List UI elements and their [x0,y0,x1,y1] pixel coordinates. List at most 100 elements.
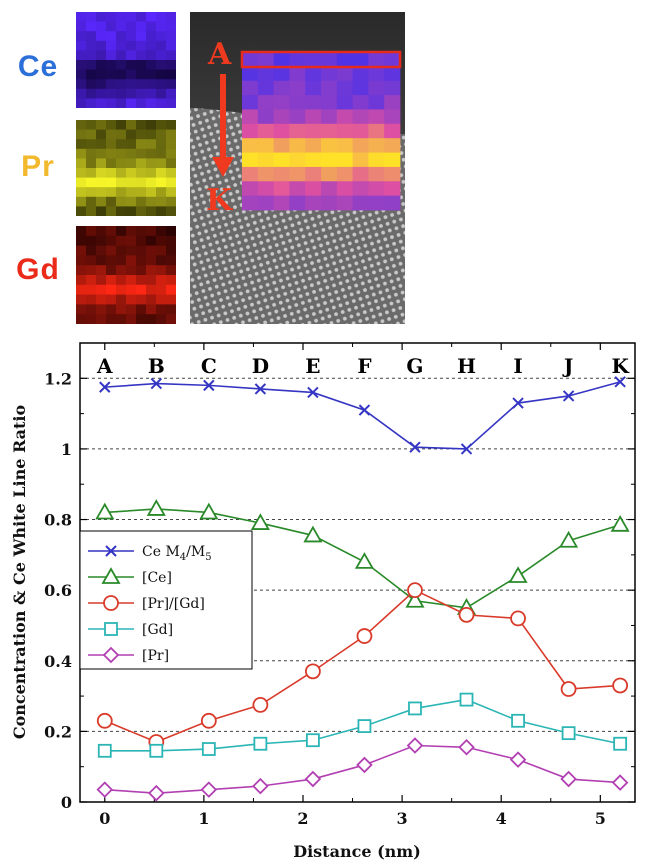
legend-label: [Pr]/[Gd] [142,596,205,612]
data-point [201,742,216,756]
data-point [458,606,475,623]
series-layer [95,376,630,802]
position-label-h: H [457,354,476,378]
position-label-d: D [252,354,269,378]
data-point [306,733,320,748]
position-label-c: C [201,354,217,378]
x-axis-label: Distance (nm) [293,842,421,861]
legend-marker [105,545,117,557]
haadf-stem-image: A K [190,12,405,324]
data-point [148,784,165,802]
data-point [509,751,527,768]
position-label-g: G [406,354,423,378]
data-point [560,681,577,697]
data-point [459,692,474,707]
legend-entry: [Gd] [88,622,173,638]
data-point [612,677,629,694]
gd-elemental-map [76,226,176,324]
data-point [307,386,319,399]
data-point [199,502,219,520]
data-point [511,713,525,728]
data-point [408,701,422,716]
data-point [613,736,628,751]
data-point [252,777,269,795]
data-point [303,525,323,543]
data-point [358,404,371,416]
data-point [614,376,626,388]
eels-map-panel: Ce Pr Gd A K 5 nm [0,0,654,330]
legend-label: [Ce] [142,570,172,586]
y-tick-label: 0.8 [44,511,72,530]
data-point [200,712,217,729]
data-point [458,739,475,756]
ce-map-label: Ce [17,50,59,83]
y-tick-label: 0.6 [44,581,72,600]
data-point [254,383,267,395]
position-label-k: K [611,354,629,378]
position-label-f: F [357,354,371,378]
ce-elemental-map [76,12,176,108]
data-point [560,770,577,788]
pr-elemental-map [76,120,176,216]
legend-entry: Ce M4/M5 [88,544,212,563]
data-point [611,774,629,791]
data-point [356,628,373,644]
line-profile-window [240,50,402,69]
legend-entry: [Pr]/[Gd] [88,595,205,612]
data-point [305,663,321,680]
y-tick-label: 0.2 [44,722,72,741]
gd-map-label: Gd [16,253,60,286]
data-point [95,502,115,520]
position-label-e: E [305,354,320,378]
position-labels: A B C D E F G H I J K [96,354,629,378]
y-tick-label: 1 [61,440,72,459]
legend-marker [101,567,121,584]
series-2 [96,582,629,750]
legend-entry: [Pr] [88,646,169,664]
position-label-j: J [562,354,573,378]
data-point [203,379,215,392]
legend: Ce M4/M5 [Ce] [Pr]/[Gd] [Gd] [Pr] [79,530,253,670]
data-point [146,499,166,516]
arrow-end-label: K [206,183,233,218]
data-point [99,381,111,393]
position-label-i: I [513,354,522,378]
x-tick-label: 1 [198,809,209,828]
y-tick-label: 0 [61,793,72,812]
data-point [460,443,473,455]
y-axis-label: Concentration & Ce White Line Ratio [10,405,29,740]
series-3 [97,692,628,758]
data-point [200,781,218,798]
legend-marker [103,595,119,611]
data-point [97,743,112,758]
position-label-a: A [96,354,113,378]
axes: 0 0.2 0.4 0.6 0.8 1 1.2 0 1 2 3 4 5 [44,342,635,828]
data-point [354,552,374,569]
data-point [405,590,425,608]
data-point [561,726,576,741]
legend-label: [Pr] [142,648,169,664]
x-tick-label: 4 [496,809,507,828]
data-point [250,513,270,530]
cation-ratio-map [242,52,401,211]
data-point [406,737,424,754]
data-point [252,697,269,713]
data-point [356,756,373,774]
series-4 [96,737,629,802]
data-point [149,743,164,758]
data-point [610,515,630,532]
series-1 [95,499,630,615]
data-point [512,397,524,409]
data-point [508,566,528,583]
legend-marker [104,622,118,636]
data-point [562,390,575,402]
legend-label: [Gd] [142,622,173,638]
data-point [304,770,322,788]
position-label-b: B [148,354,165,378]
data-point [409,441,421,453]
x-tick-label: 5 [595,809,606,828]
data-point [96,781,114,798]
data-point [253,736,268,751]
legend-marker [102,646,120,664]
x-tick-label: 2 [297,809,308,828]
